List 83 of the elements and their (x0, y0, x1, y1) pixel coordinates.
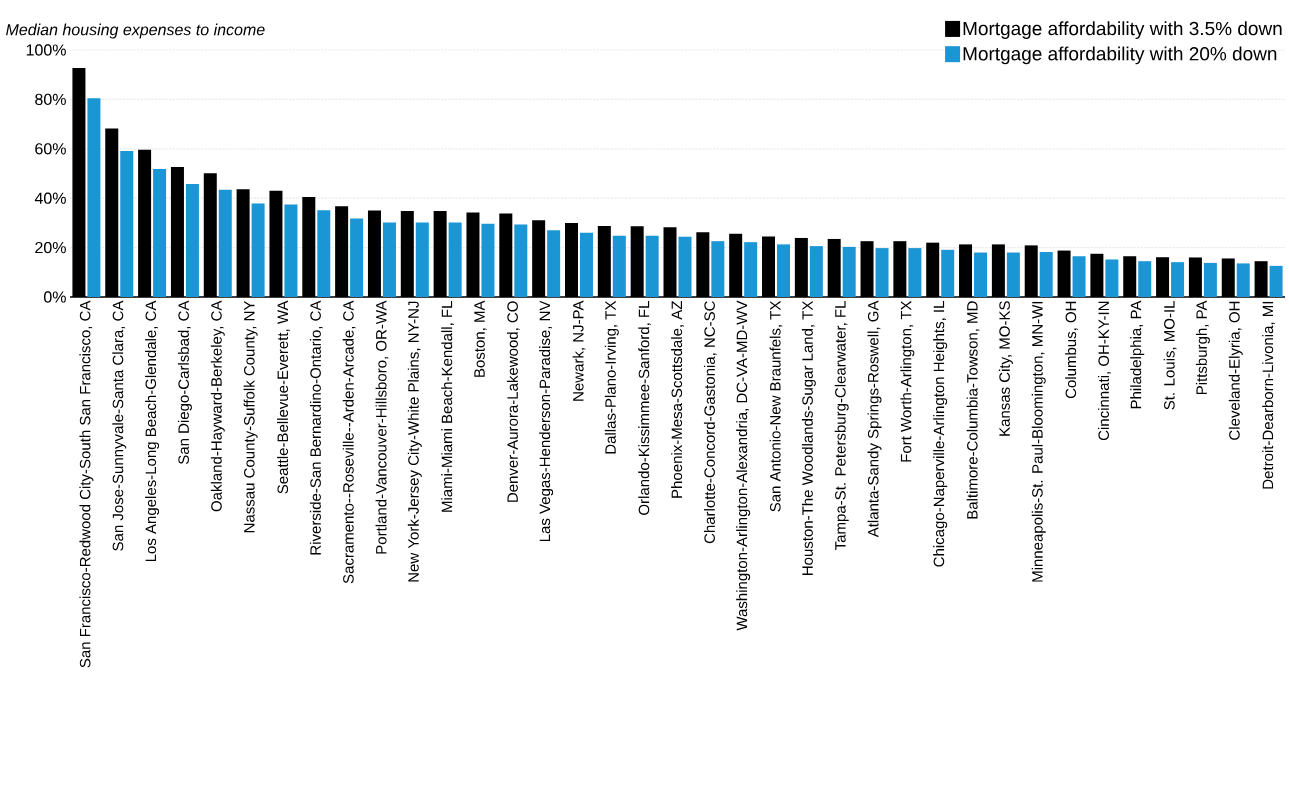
x-tick-label: San Antonio-New Braunfels, TX (769, 300, 783, 512)
bar (317, 210, 331, 297)
y-axis-title: Median housing expenses to income (6, 23, 265, 39)
x-tick-label: Columbus, OH (1065, 301, 1078, 399)
bar (711, 241, 725, 297)
x-tick-label: St. Louis, MO-IL (1163, 301, 1177, 410)
bar (1269, 265, 1283, 297)
bar (744, 242, 758, 297)
y-tick-label: 60% (35, 143, 66, 155)
x-tick-label: Denver-Aurora-Lakewood, CO (506, 301, 520, 502)
x-tick-label: San Diego-Carlsbad, CA (177, 300, 192, 465)
y-tick-label: 40% (34, 192, 66, 204)
bar (153, 169, 167, 297)
bar (120, 151, 134, 297)
x-tick-label: Newark, NJ-PA (572, 300, 586, 401)
y-tick-label: 100% (26, 44, 66, 56)
x-tick-label: Fort Worth-Arlington, TX (900, 300, 915, 462)
x-tick-label: Washington-Arlington-Alexandria, DC-VA-MD-WV (736, 300, 751, 631)
x-tick-label: Philadelphia, PA (1130, 300, 1145, 409)
bar (350, 218, 364, 297)
bar (645, 235, 659, 297)
bar (941, 249, 955, 297)
bar (1138, 261, 1152, 297)
x-tick-label: Charlotte-Concord-Gastonia, NC-SC (703, 301, 717, 544)
bar (1006, 252, 1020, 297)
legend-label: Mortgage affordability with 3.5% down (963, 21, 1282, 39)
bar (87, 98, 101, 297)
y-tick-label: 20% (35, 241, 66, 254)
x-tick-label: Dallas-Plano-Irving, TX (604, 300, 619, 454)
x-tick-label: Los Angeles-Long Beach-Glendale, CA (145, 300, 160, 562)
x-tick-label: Minneapolis-St. Paul-Bloomington, MN-WI (1031, 301, 1046, 582)
bar (481, 223, 495, 297)
x-tick-label: Cincinnati, OH-KY-IN (1097, 301, 1111, 441)
bar (579, 232, 593, 297)
bar (842, 246, 856, 297)
x-tick-label: San Francisco-Redwood City-South San Francisco, CA (79, 300, 94, 668)
x-tick-label: Baltimore-Columbia-Towson, MD (966, 301, 980, 519)
bar (875, 248, 889, 297)
bar (251, 203, 265, 297)
bar (809, 246, 823, 297)
bar (547, 230, 561, 297)
bar (1171, 262, 1185, 297)
x-tick-label: Las Vegas-Henderson-Paradise, NV (539, 300, 554, 542)
x-tick-label: Portland-Vancouver-Hillsboro, OR-WA (375, 300, 389, 554)
x-tick-label: Houston-The Woodlands-Sugar Land, TX (801, 300, 816, 575)
bar (284, 204, 298, 297)
bar (1039, 252, 1053, 297)
y-tick-label: 0% (43, 291, 66, 303)
x-tick-label: Pittsburgh, PA (1195, 300, 1210, 395)
bar (185, 184, 199, 297)
bar (1105, 259, 1119, 297)
x-tick-label: Tampa-St. Petersburg-Clearwater, FL (834, 301, 849, 550)
bar (908, 248, 922, 297)
bar (448, 222, 462, 297)
x-tick-label: Chicago-Naperville-Arlington Heights, IL (933, 301, 948, 567)
x-tick-label: Riverside-San Bernardino-Ontario, CA (309, 300, 323, 555)
x-tick-label: Nassau County-Suffolk County, NY (243, 300, 258, 533)
x-tick-label: Cleveland-Elyria, OH (1228, 301, 1243, 440)
bar (1203, 262, 1217, 297)
x-tick-label: Oakland-Hayward-Berkeley, CA (210, 300, 225, 512)
bar (382, 222, 396, 297)
x-tick-label: Boston, MA (474, 300, 487, 377)
bar (1236, 263, 1250, 297)
x-tick-label: Sacramento--Roseville--Arden-Arcade, CA (342, 300, 356, 584)
y-tick-label: 80% (35, 93, 66, 106)
x-tick-label: Detroit-Dearborn-Livonia, MI (1262, 301, 1275, 489)
x-tick-label: New York-Jersey City-White Plains, NY-NJ (407, 301, 422, 582)
bar (612, 235, 626, 297)
bar (514, 224, 528, 297)
bar (218, 189, 232, 297)
x-tick-label: San Jose-Sunnyvale-Santa Clara, CA (112, 300, 127, 551)
bar (1072, 256, 1086, 297)
x-tick-label: Kansas City, MO-KS (998, 301, 1013, 436)
bar (678, 236, 692, 297)
bar (415, 222, 429, 297)
bar (777, 244, 791, 297)
bar (974, 252, 988, 297)
x-tick-label: Miami-Miami Beach-Kendall, FL (441, 301, 455, 512)
x-tick-label: Seattle-Bellevue-Everett, WA (277, 300, 290, 494)
x-tick-label: Atlanta-Sandy Springs-Roswell, GA (867, 300, 882, 538)
x-tick-label: Orlando-Kissimmee-Sanford, FL (638, 301, 652, 515)
legend-label: Mortgage affordability with 20% down (963, 46, 1277, 65)
x-tick-label: Phoenix-Mesa-Scottsdale, AZ (671, 301, 684, 498)
